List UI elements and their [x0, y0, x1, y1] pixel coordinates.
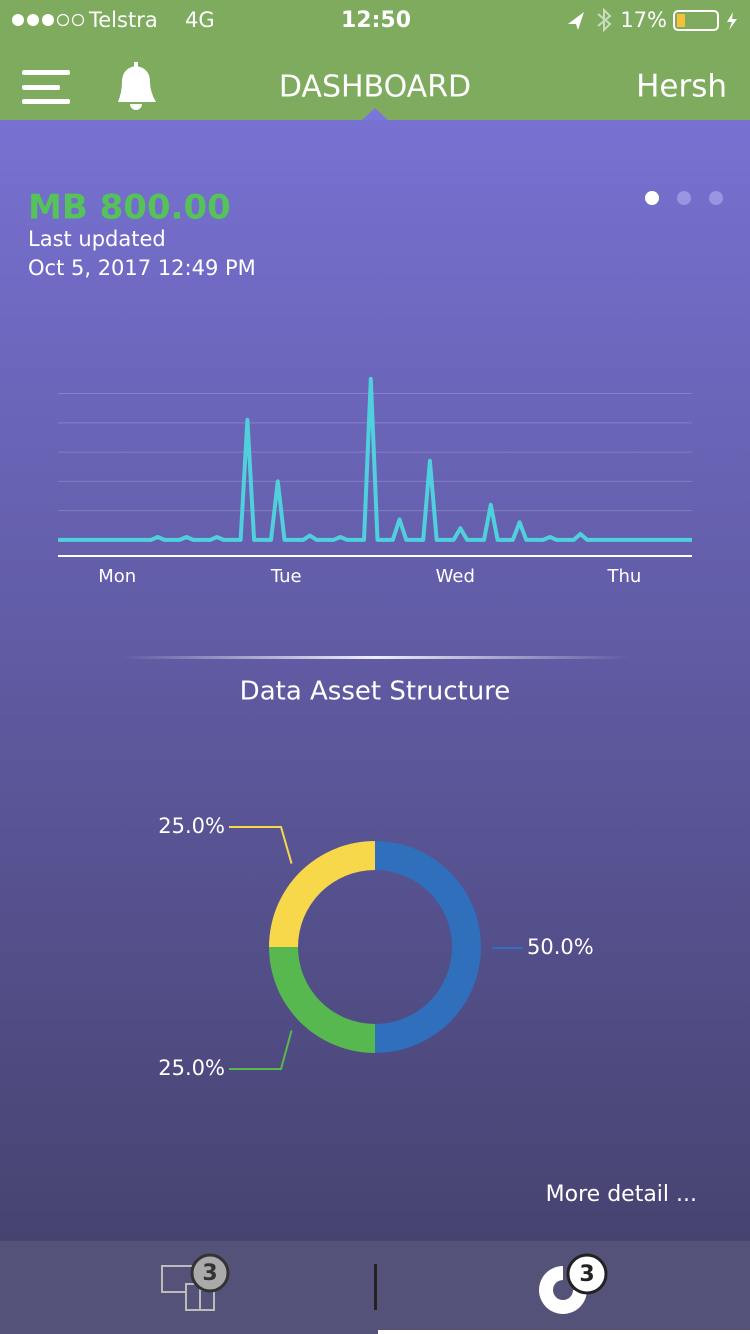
clock: 12:50	[341, 8, 411, 33]
pie-title: Data Asset Structure	[240, 677, 511, 707]
leader-line	[229, 1030, 293, 1070]
leader-line	[229, 826, 293, 864]
chart-tab[interactable]: 3	[539, 1253, 608, 1314]
bluetooth-icon	[597, 7, 612, 33]
user-name[interactable]: Hersh	[636, 69, 727, 105]
nav-title: DASHBOARD	[279, 70, 471, 105]
nav-pointer	[362, 108, 388, 120]
battery-level	[677, 14, 685, 27]
tab-badge: 3	[579, 1262, 594, 1287]
tab-divider	[374, 1264, 377, 1310]
leader-line	[492, 947, 523, 949]
pie-slice	[375, 841, 481, 1053]
devices-tab[interactable]: 3	[161, 1253, 230, 1311]
signal	[12, 13, 85, 27]
pie-slice	[269, 841, 375, 947]
carrier: Telstra	[88, 8, 158, 32]
tab-indicator	[378, 1330, 750, 1334]
menu-button[interactable]	[22, 70, 70, 104]
page-dot[interactable]	[709, 191, 723, 205]
x-tick-label: Thu	[606, 566, 641, 587]
more-link[interactable]: More detail ...	[546, 1182, 697, 1207]
separator	[120, 656, 630, 659]
battery	[673, 10, 719, 31]
network: 4G	[185, 8, 215, 32]
page-dot[interactable]	[645, 191, 659, 205]
tab-badge: 3	[202, 1261, 217, 1286]
updated-time: Oct 5, 2017 12:49 PM	[28, 256, 256, 280]
line-chart: Mon Tue Wed Thu	[58, 376, 692, 587]
battery-text: 17%	[620, 8, 667, 32]
page-dot[interactable]	[677, 191, 691, 205]
slice-label: 25.0%	[158, 1056, 225, 1080]
slice-label: 25.0%	[158, 814, 225, 838]
location-icon	[568, 12, 584, 30]
bell-button[interactable]	[118, 62, 156, 110]
x-tick-label: Wed	[436, 566, 475, 587]
slice-label: 50.0%	[527, 935, 594, 959]
pie-slice	[269, 947, 375, 1053]
updated-label: Last updated	[28, 227, 166, 251]
data-line	[58, 376, 692, 542]
x-tick-label: Mon	[98, 566, 136, 587]
pie-chart: 50.0% 25.0% 25.0%	[158, 814, 593, 1080]
amount: MB 800.00	[28, 188, 231, 228]
x-tick-label: Tue	[270, 566, 302, 587]
charging-icon	[727, 12, 737, 30]
